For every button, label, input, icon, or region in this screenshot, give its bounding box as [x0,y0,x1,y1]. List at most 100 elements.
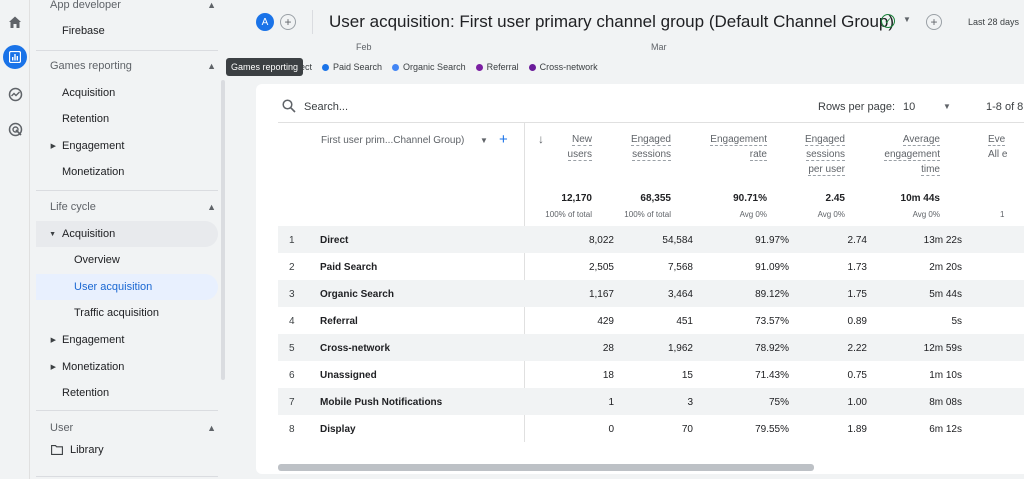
table-row[interactable]: 6 Unassigned 18 15 71.43% 0.75 1m 10s [278,361,1024,388]
comparison-avatar[interactable]: A [256,13,274,31]
table-toolbar: Search... Rows per page: 10 ▼ 1-8 of 8 [278,96,1024,118]
dropdown-arrow-icon[interactable]: ▼ [903,15,911,24]
dropdown-arrow-icon[interactable]: ▼ [480,136,488,145]
divider [36,476,218,477]
column-header-event-count[interactable]: Eve All e [988,132,1007,162]
header-line: sessions [632,149,671,161]
table-row[interactable]: 3 Organic Search 1,167 3,464 89.12% 1.75 5m 44… [278,280,1024,307]
total-subtext: Avg 0% [912,210,940,219]
sidebar-item-traffic-acquisition[interactable]: Traffic acquisition [36,300,218,326]
advertising-icon[interactable] [5,119,25,139]
header-line: Eve [988,134,1006,146]
sidebar-item-label: Firebase [62,25,105,37]
sidebar-scrollbar[interactable] [221,80,225,380]
sidebar-item-overview[interactable]: Overview [36,247,218,273]
rows-per-page-select[interactable]: 10 [903,101,916,113]
legend-dot [392,64,400,72]
chevron-up-icon: ▲ [207,61,216,71]
section-games-reporting[interactable]: Games reporting ▲ [50,58,220,74]
row-metric-value: 91.09% [755,262,789,273]
sidebar-item-games-acquisition[interactable]: Acquisition [36,80,218,106]
add-dimension-icon[interactable]: + [499,131,508,148]
sort-arrow-icon[interactable]: ↓ [538,132,544,146]
legend-label: Paid Search [333,62,383,72]
dropdown-arrow-icon[interactable]: ▼ [943,102,951,111]
sidebar: App developer ▲ Firebase Games reporting… [36,0,226,479]
section-app-developer[interactable]: App developer ▲ [50,0,220,13]
row-index: 4 [289,316,295,327]
date-range[interactable]: Last 28 days [968,17,1020,27]
header-line: users [567,149,592,161]
total-value: 10m 44s [900,193,940,204]
row-metric-value: 1.00 [847,397,867,408]
section-life-cycle[interactable]: Life cycle ▲ [50,199,220,215]
section-label: App developer [50,0,121,11]
explore-icon[interactable] [5,84,25,104]
sidebar-item-monetization[interactable]: ▶ Monetization [36,354,218,380]
header-line: engagement [884,149,940,161]
column-header-sessions-per-user[interactable]: Engaged sessions per user [804,132,845,177]
sidebar-item-games-monetization[interactable]: Monetization [36,159,218,185]
row-channel-name: Referral [320,316,358,327]
row-metric-value: 13m 22s [923,235,962,246]
table-row[interactable]: 2 Paid Search 2,505 7,568 91.09% 1.73 2m 20s [278,253,1024,280]
column-header-engaged-sessions[interactable]: Engaged sessions [630,132,671,162]
search-input[interactable]: Search... [304,101,349,113]
divider [36,190,218,191]
row-index: 3 [289,289,295,300]
reports-icon[interactable] [3,45,27,69]
sidebar-item-label: Engagement [62,140,125,152]
tooltip: Games reporting [226,58,304,76]
sidebar-item-acquisition[interactable]: ▼ Acquisition [36,221,218,247]
row-metric-value: 89.12% [755,289,789,300]
sidebar-item-games-retention[interactable]: Retention [36,106,218,132]
sidebar-item-firebase[interactable]: Firebase [36,18,218,44]
header-line: Engagement [710,134,767,146]
column-header-avg-engagement-time[interactable]: Average engagement time [884,132,940,177]
dimension-column-header[interactable]: First user prim...Channel Group) [321,135,465,146]
column-header-new-users[interactable]: New users [567,132,592,162]
sidebar-item-games-engagement[interactable]: ▶ Engagement [36,133,218,159]
check-circle-icon[interactable]: ✓ [881,14,895,28]
total-subtext: Avg 0% [817,210,845,219]
row-channel-name: Cross-network [320,343,391,354]
sidebar-item-label: Library [70,444,104,456]
row-metric-value: 71.43% [755,370,789,381]
sidebar-item-label: Traffic acquisition [74,307,159,319]
table-row[interactable]: 5 Cross-network 28 1,962 78.92% 2.22 12m 59s [278,334,1024,361]
row-metric-value: 0 [608,424,614,435]
sidebar-item-retention[interactable]: Retention [36,380,218,406]
horizontal-scrollbar[interactable] [278,464,814,471]
divider [36,50,218,51]
home-icon[interactable] [5,12,25,32]
add-icon[interactable]: + [926,14,942,30]
table-row[interactable]: 8 Display 0 70 79.55% 1.89 6m 12s [278,415,1024,442]
sidebar-item-label: Acquisition [62,87,116,99]
sidebar-item-label: Monetization [62,361,125,373]
legend-dot [322,64,330,72]
legend-label: Organic Search [403,62,466,72]
row-metric-value: 1.75 [847,289,867,300]
table-row[interactable]: 4 Referral 429 451 73.57% 0.89 5s [278,307,1024,334]
sidebar-item-library[interactable]: Library [36,437,218,463]
search-icon[interactable] [282,99,296,116]
folder-icon [36,445,70,455]
sidebar-item-engagement[interactable]: ▶ Engagement [36,327,218,353]
sidebar-item-label: Monetization [62,166,125,178]
row-metric-value: 1 [608,397,614,408]
total-subtext: 100% of total [545,210,592,219]
column-header-engagement-rate[interactable]: Engagement rate [710,132,767,162]
section-user[interactable]: User ▲ [50,420,220,436]
table-row[interactable]: 1 Direct 8,022 54,584 91.97% 2.74 13m 22s [278,226,1024,253]
table-row[interactable]: 7 Mobile Push Notifications 1 3 75% 1.00 8m 08… [278,388,1024,415]
legend-dot [528,64,536,72]
expand-arrow-icon: ▶ [50,337,56,344]
add-comparison-icon[interactable]: + [280,14,296,30]
row-metric-value: 28 [602,343,614,354]
section-label: User [50,422,74,434]
row-metric-value: 451 [676,316,693,327]
sidebar-item-user-acquisition[interactable]: User acquisition [36,274,218,300]
header-line: Engaged [630,134,671,146]
section-label: Life cycle [50,201,96,213]
row-metric-value: 0.89 [847,316,867,327]
